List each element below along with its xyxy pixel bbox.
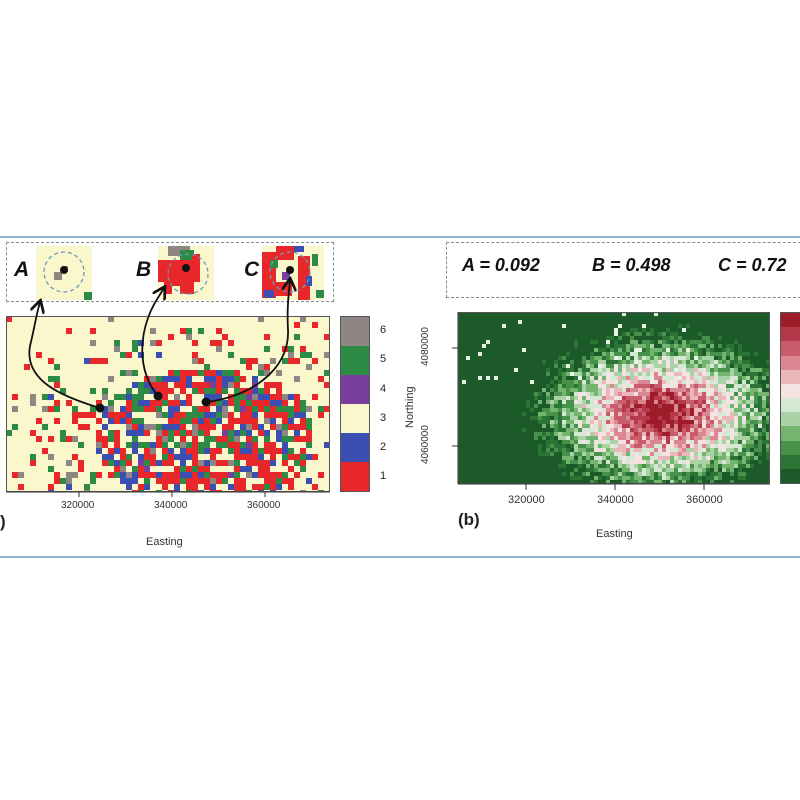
color-ramp-legend: [780, 312, 800, 484]
cutout-label-a: A: [14, 258, 30, 281]
figure-frame: [0, 236, 800, 558]
cutout-a-image: [36, 246, 92, 300]
panel-tag-b: (b): [458, 510, 480, 529]
legend-swatch-3: [341, 404, 369, 433]
cutout-strip: [6, 242, 334, 302]
map-b-axes: [452, 312, 770, 490]
x-tick-340000-a: 340000: [154, 500, 188, 511]
panel-tag-a: ): [0, 512, 6, 531]
cutout-label-b: B: [136, 258, 152, 281]
x-tick-340000-b: 340000: [597, 494, 634, 506]
y-tick-4080000: 4080000: [420, 327, 431, 366]
legend-swatch-5: [341, 346, 369, 375]
value-strip: [446, 242, 800, 298]
land-class-map: [6, 316, 330, 492]
x-tick-360000-a: 360000: [247, 500, 281, 511]
arrow-to-a: [28, 302, 101, 409]
y-axis-label-b: Northing: [404, 386, 416, 428]
point-a-marker: [95, 403, 105, 413]
x-axis-label-b: Easting: [596, 528, 633, 540]
cutout-label-c: C: [244, 258, 260, 281]
point-c-marker: [201, 397, 211, 407]
cutout-b-image: [158, 246, 214, 300]
legend-label-6: 6: [380, 324, 387, 336]
legend-label-2: 2: [380, 441, 387, 453]
legend-label-1: 1: [380, 470, 387, 482]
x-tick-360000-b: 360000: [686, 494, 723, 506]
x-tick-320000-b: 320000: [508, 494, 545, 506]
arrow-to-b: [141, 288, 164, 397]
legend-label-5: 5: [380, 353, 387, 365]
y-tick-4060000: 4060000: [420, 425, 431, 464]
cutout-c-image: [262, 246, 324, 300]
x-axis-label-a: Easting: [146, 536, 183, 548]
legend-swatch-6: [341, 317, 369, 346]
legend-label-4: 4: [380, 383, 387, 395]
value-c: C = 0.72: [718, 255, 787, 275]
legend-label-3: 3: [380, 412, 387, 424]
class-legend: [340, 316, 370, 492]
legend-swatch-1: [341, 462, 369, 491]
arrow-to-c: [205, 280, 290, 403]
legend-swatch-2: [341, 433, 369, 462]
map-a-axis: [6, 491, 330, 497]
point-b-marker: [153, 391, 163, 401]
surface-map: [458, 312, 770, 484]
value-a: A = 0.092: [462, 255, 540, 275]
legend-swatch-4: [341, 375, 369, 404]
value-b: B = 0.498: [592, 255, 671, 275]
x-tick-320000-a: 320000: [61, 500, 95, 511]
